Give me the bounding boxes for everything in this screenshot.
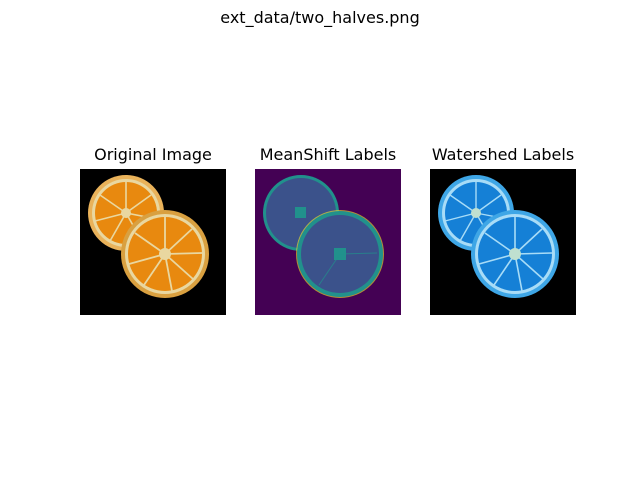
watershed-labels-image xyxy=(430,169,576,315)
original-image xyxy=(80,169,226,315)
panel-title-original: Original Image xyxy=(94,145,212,164)
front-orange-segments xyxy=(128,217,203,292)
meanshift-labels-svg xyxy=(255,169,401,315)
watershed-front-segments xyxy=(478,217,553,292)
meanshift-labels-image xyxy=(255,169,401,315)
watershed-back-center xyxy=(471,208,481,218)
meanshift-back-center xyxy=(295,207,306,218)
figure-suptitle: ext_data/two_halves.png xyxy=(220,8,420,27)
meanshift-front-segments xyxy=(318,252,378,286)
watershed-labels-svg xyxy=(430,169,576,315)
panel-title-watershed: Watershed Labels xyxy=(431,145,575,164)
panel-title-meanshift: MeanShift Labels xyxy=(259,145,397,164)
back-orange-segments xyxy=(94,182,158,242)
back-orange-center xyxy=(121,208,131,218)
original-image-svg xyxy=(80,169,226,315)
watershed-front-center xyxy=(509,248,521,260)
front-orange-center xyxy=(159,248,171,260)
